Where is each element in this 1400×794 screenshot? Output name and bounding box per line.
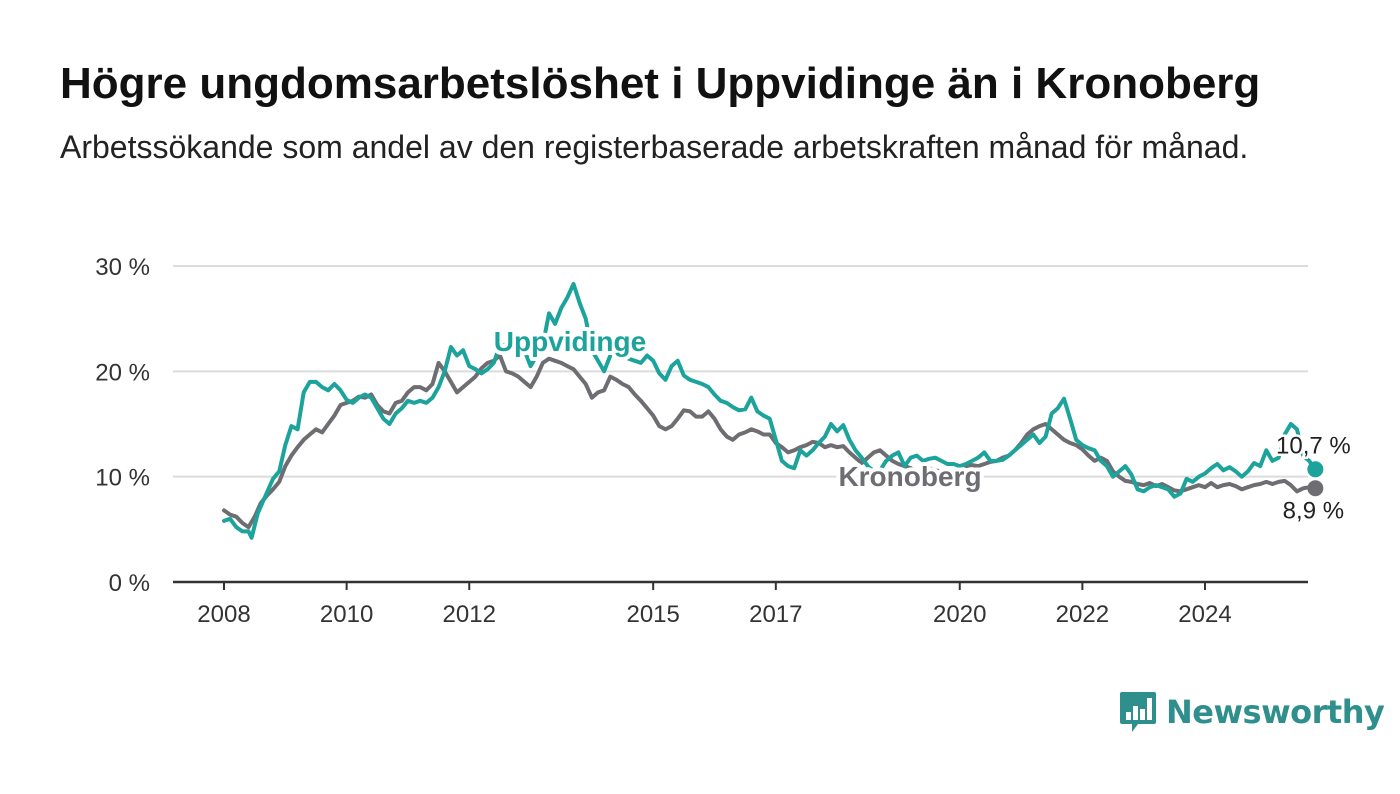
series-line-kronoberg bbox=[222, 353, 1318, 530]
end-point-kronoberg bbox=[1307, 480, 1324, 497]
x-tick-label: 2024 bbox=[1178, 601, 1231, 628]
newsworthy-logo[interactable]: Newsworthy bbox=[1118, 690, 1385, 734]
y-tick-label: 30 % bbox=[95, 254, 150, 281]
end-value-label: 10,7 % bbox=[1276, 432, 1351, 459]
x-tick-label: 2010 bbox=[320, 601, 373, 628]
x-tick-label: 2017 bbox=[749, 601, 802, 628]
y-tick-label: 10 % bbox=[95, 465, 150, 492]
end-value-label: 8,9 % bbox=[1283, 497, 1344, 524]
chart-title: Högre ungdomsarbetslöshet i Uppvidinge ä… bbox=[60, 59, 1261, 108]
series-line-uppvidinge bbox=[222, 281, 1318, 540]
series-label-uppvidinge: Uppvidinge bbox=[494, 326, 646, 357]
x-tick-label: 2012 bbox=[443, 601, 496, 628]
x-tick-label: 2008 bbox=[197, 601, 250, 628]
end-point-uppvidinge bbox=[1307, 461, 1324, 478]
brand-name: Newsworthy bbox=[1166, 693, 1385, 731]
bar-chart-speech-bubble-icon bbox=[1120, 692, 1156, 732]
x-tick-label: 2020 bbox=[933, 601, 986, 628]
y-tick-label: 20 % bbox=[95, 359, 150, 386]
y-tick-label: 0 % bbox=[109, 570, 150, 597]
x-tick-label: 2022 bbox=[1056, 601, 1109, 628]
series-label-kronoberg: Kronoberg bbox=[838, 461, 981, 492]
x-tick-label: 2015 bbox=[626, 601, 679, 628]
chart-subtitle: Arbetssökande som andel av den registerb… bbox=[60, 129, 1249, 165]
